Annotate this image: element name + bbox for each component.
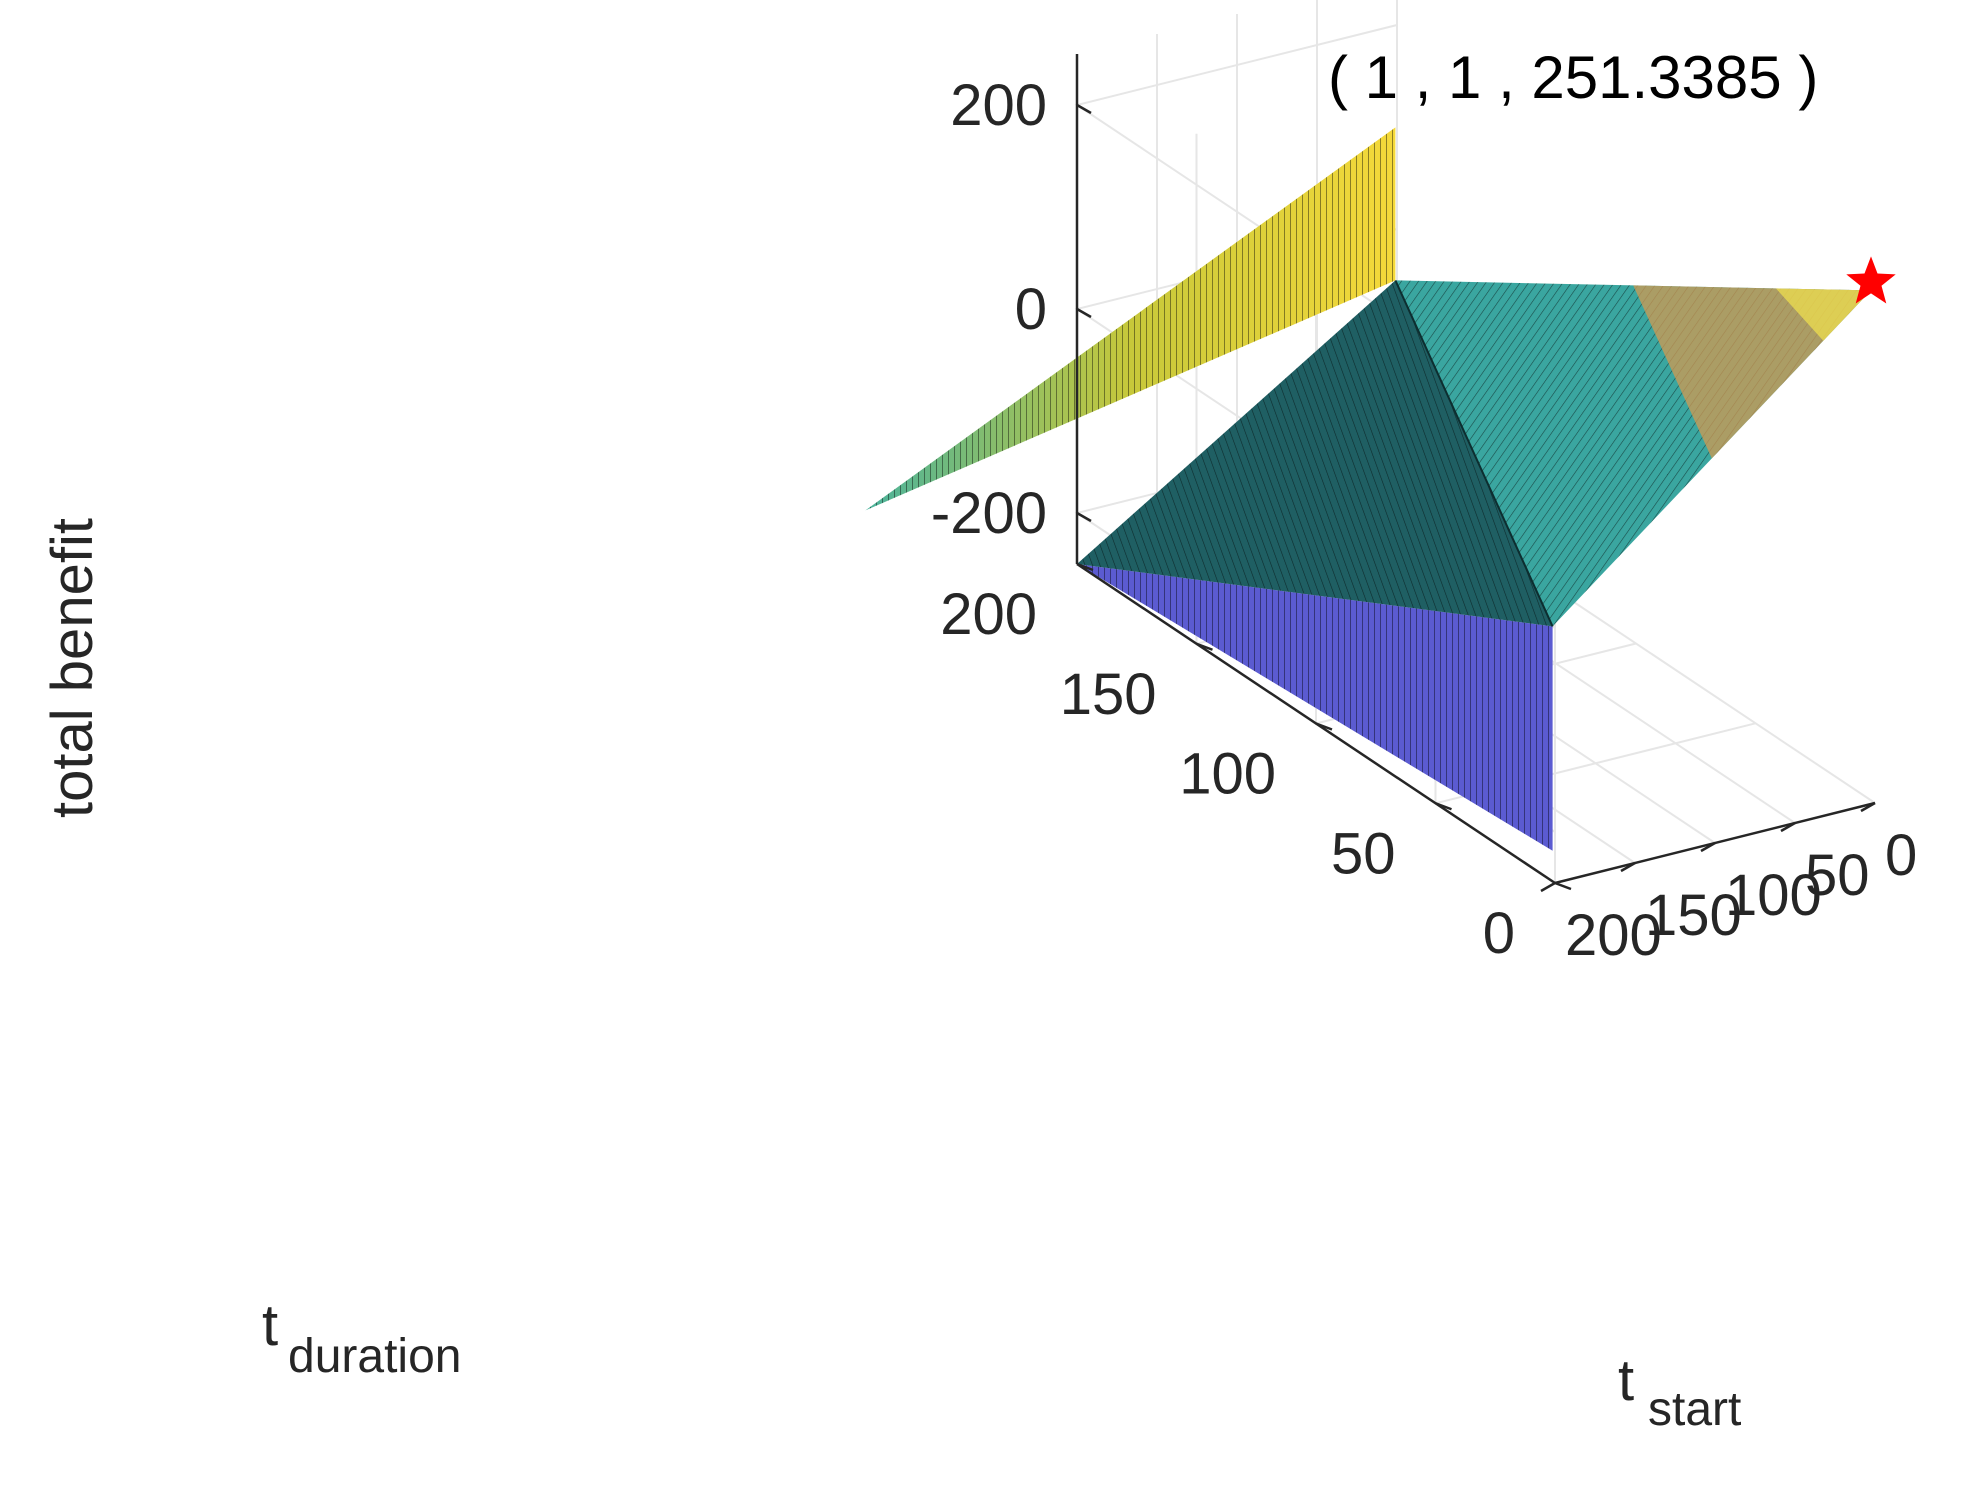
y-axis-label-sub: duration: [288, 1330, 461, 1383]
y-tick-mark: [1435, 802, 1452, 811]
z-tick-label: 200: [950, 73, 1047, 138]
x-tick-mark: [1620, 861, 1636, 873]
x-tick-mark: [1540, 881, 1556, 893]
z-tick-mark: [1076, 103, 1092, 115]
max-star-marker: [1846, 256, 1896, 304]
z-tick-label: 0: [1015, 277, 1047, 342]
y-tick-mark: [1554, 881, 1572, 891]
x-tick-label: 100: [1725, 863, 1822, 928]
x-tick-label: 200: [1565, 903, 1662, 968]
y-tick-mark: [1076, 562, 1094, 572]
x-tick-mark: [1860, 801, 1876, 813]
z-tick-mark: [1076, 511, 1092, 523]
surface-peak-highlight: [1775, 288, 1871, 341]
surface-fold-edge: [1394, 279, 1554, 627]
x-axis-label-sub: start: [1648, 1383, 1741, 1436]
y-axis-label-main: t: [262, 1293, 278, 1358]
surface: [865, 127, 1871, 851]
x-tick-mark: [1700, 841, 1716, 853]
x-tick-mark: [1780, 821, 1796, 833]
axes: [1075, 54, 1876, 893]
surface-edge-wall-right-mesh: [865, 127, 1396, 511]
y-tick-label: 150: [1060, 662, 1157, 727]
y-axis-label: t duration: [262, 1293, 461, 1383]
y-tick-label: 100: [1179, 742, 1276, 807]
y-tick-label: 50: [1331, 821, 1396, 886]
x-tick-label: 50: [1805, 843, 1870, 908]
y-tick-label: 200: [940, 582, 1037, 647]
surface-edge-wall-left-mesh: [1077, 564, 1553, 851]
x-axis-label: t start: [1618, 1348, 1741, 1436]
y-tick-label: 0: [1483, 901, 1515, 966]
x-axis-label-main: t: [1618, 1348, 1634, 1413]
x-tick-label: 0: [1885, 823, 1917, 888]
x-tick-label: 150: [1645, 883, 1742, 948]
y-tick-mark: [1196, 642, 1213, 651]
surface-upper-right-tint: [1395, 280, 1871, 291]
z-tick-label: -200: [931, 481, 1047, 546]
y-tick-mark: [1315, 722, 1333, 731]
surface-upper-peak-tint: [1633, 285, 1871, 459]
z-axis-label: total benefit: [40, 518, 105, 818]
z-tick-mark: [1076, 307, 1092, 319]
max-point-annotation: ( 1 , 1 , 251.3385 ): [1328, 44, 1818, 111]
